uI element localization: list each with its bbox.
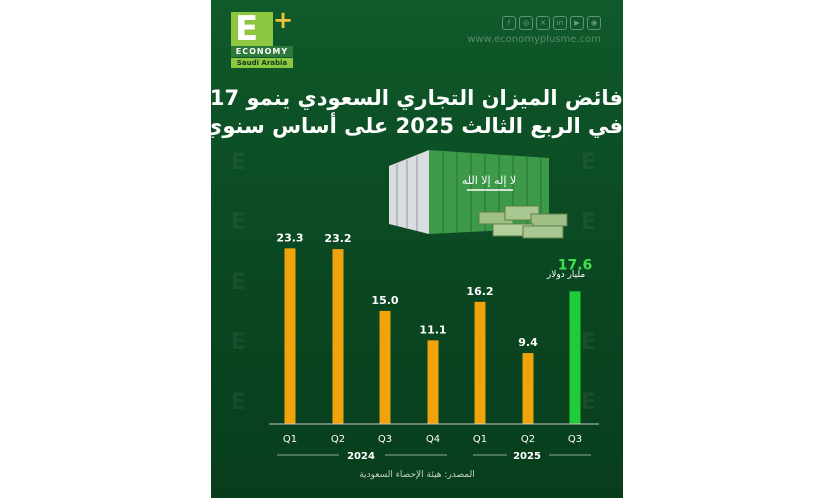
container-door [389, 150, 429, 234]
value-label-2: 15.0 [371, 294, 398, 307]
social-icons: f ◎ ✕ in ▶ ◉ [502, 16, 601, 30]
group-label-2024: 2024 [347, 451, 375, 462]
value-label-5: 9.4 [518, 336, 538, 349]
category-label-1: Q2 [331, 434, 345, 445]
logo-badge [231, 12, 273, 46]
bar-4 [474, 301, 486, 424]
bar-6 [569, 291, 581, 424]
value-label-3: 11.1 [419, 323, 446, 336]
logo-letter: E [235, 9, 259, 49]
watermark-logo: E [581, 150, 597, 175]
logo-name: ECONOMY [231, 46, 293, 57]
container-door-bars [396, 156, 418, 231]
title-line-2: في الربع الثالث 2025 على أساس سنوي [211, 114, 623, 138]
category-label-5: Q2 [521, 434, 535, 445]
page-title: فائض الميزان التجاري السعودي ينمو 17% في… [211, 84, 623, 140]
bar-chart: 23.3 Q1 23.2 Q2 15.0 Q3 11.1 Q4 16.2 Q1 9.4 Q2 17.6 Q… [269, 231, 599, 462]
watermark-logo: E [581, 330, 597, 355]
category-label-3: Q4 [426, 434, 440, 445]
watermark-logo: E [231, 150, 247, 175]
watermark-logo: E [231, 270, 247, 295]
title-line-1: فائض الميزان التجاري السعودي ينمو 17% [211, 86, 623, 110]
unit-label: مليار دولار [546, 270, 586, 280]
bar-1 [332, 249, 344, 424]
container-flag-text: لا إله إلا الله [462, 174, 516, 187]
x-icon[interactable]: ✕ [536, 16, 550, 30]
category-label-2: Q3 [378, 434, 392, 445]
bar-2 [379, 310, 391, 424]
bar-5 [522, 353, 534, 424]
value-label-6: 17.6 [558, 257, 593, 273]
watermark-logo: E [231, 210, 247, 235]
logo-plus: + [273, 6, 294, 34]
category-label-0: Q1 [283, 434, 297, 445]
linkedin-icon[interactable]: in [553, 16, 567, 30]
category-label-6: Q3 [568, 434, 582, 445]
logo-region: Saudi Arabia [231, 58, 293, 68]
value-label-1: 23.2 [324, 232, 351, 245]
brand-logo: E + ECONOMY Saudi Arabia [231, 6, 293, 68]
infographic-card: E E E E E E E E E E + ECONOMY Saudi Arab… [211, 0, 623, 498]
value-label-4: 16.2 [466, 285, 493, 298]
bar-0 [284, 248, 296, 424]
cash-stacks-icon [478, 205, 568, 239]
watermark-logo: E [231, 330, 247, 355]
website-url[interactable]: www.economyplusme.com [467, 34, 601, 45]
instagram-icon[interactable]: ◎ [519, 16, 533, 30]
watermark-logo: E [231, 390, 247, 415]
facebook-icon[interactable]: f [502, 16, 516, 30]
bar-3 [427, 340, 439, 424]
category-label-4: Q1 [473, 434, 487, 445]
watermark-logo: E [581, 390, 597, 415]
value-label-0: 23.3 [276, 231, 303, 244]
group-label-2025: 2025 [513, 451, 541, 462]
snapchat-icon[interactable]: ◉ [587, 16, 601, 30]
watermark-logo: E [581, 210, 597, 235]
youtube-icon[interactable]: ▶ [570, 16, 584, 30]
source-note: المصدر: هيئة الإحصاء السعودية [359, 470, 475, 480]
shipping-container-illustration: لا إله إلا الله [389, 150, 568, 239]
